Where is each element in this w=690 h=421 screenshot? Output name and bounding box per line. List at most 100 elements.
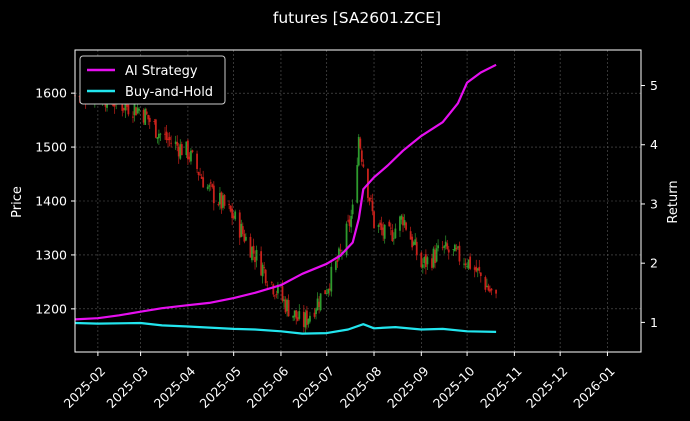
candle-body <box>185 141 188 156</box>
series-lines <box>74 63 497 335</box>
candle-body <box>380 223 383 230</box>
candle-body <box>330 266 333 292</box>
candle-body <box>377 225 380 228</box>
candle-body <box>318 301 320 307</box>
candle-body <box>476 268 479 271</box>
candle-body <box>362 164 365 167</box>
candle-body <box>339 249 342 252</box>
candle-body <box>302 311 305 327</box>
candle-body <box>298 311 301 319</box>
candle-body <box>473 267 476 270</box>
candle-body <box>232 215 235 219</box>
right-y-tick-label: 2 <box>650 256 658 271</box>
candle-body <box>467 259 470 269</box>
left-axis-title: Price <box>10 186 25 218</box>
candle-body <box>295 310 298 319</box>
candle-body <box>325 293 328 294</box>
candle-body <box>122 107 125 111</box>
candle-body <box>469 256 472 269</box>
candle-body <box>196 153 198 169</box>
candle-body <box>392 238 395 240</box>
candle-body <box>457 246 459 248</box>
candle-body <box>293 310 296 317</box>
candle-body <box>327 289 330 294</box>
candle-body <box>159 133 162 135</box>
candle-body <box>409 231 412 240</box>
candle-body <box>158 133 160 139</box>
candle-body <box>357 136 360 166</box>
candle-body <box>421 264 424 268</box>
candle-body <box>264 269 267 284</box>
chart-title: futures [SA2601.ZCE] <box>273 9 441 27</box>
candle-body <box>261 264 264 277</box>
candle-body <box>164 133 166 135</box>
candle-body <box>463 263 465 265</box>
candle-body <box>229 205 232 212</box>
candle-body <box>266 284 269 286</box>
candle-body <box>368 197 371 201</box>
candle-body <box>212 185 215 204</box>
left-y-tick-label: 1400 <box>35 194 67 209</box>
candle-body <box>206 186 209 189</box>
candle-body <box>411 236 414 248</box>
candle-body <box>307 318 310 325</box>
candle-body <box>148 117 151 122</box>
candle-body <box>356 165 359 203</box>
candle-body <box>147 114 150 120</box>
candle-body <box>240 223 243 237</box>
candle-body <box>423 257 426 264</box>
candle-body <box>478 266 481 271</box>
candle-body <box>464 263 467 266</box>
candle-body <box>190 150 192 162</box>
candle-body <box>402 216 404 226</box>
candle-body <box>165 131 168 141</box>
candle-body <box>254 256 256 263</box>
candle-body <box>394 228 397 239</box>
candle-body <box>273 295 276 297</box>
candle-body <box>287 300 290 317</box>
candle-body <box>251 246 253 261</box>
candle-body <box>153 121 156 122</box>
candle-body <box>313 312 316 317</box>
candle-body <box>350 215 353 228</box>
candle-body <box>252 245 255 254</box>
candle-body <box>495 289 497 294</box>
candle-body <box>489 289 491 292</box>
candle-body <box>347 220 349 222</box>
candle-body <box>447 249 450 253</box>
candle-body <box>373 211 375 229</box>
candle-body <box>424 254 427 268</box>
candle-body <box>452 249 455 251</box>
candle-body <box>286 299 288 312</box>
candle-body <box>383 224 386 239</box>
candle-body <box>186 140 189 160</box>
legend-label-buy-and-hold: Buy-and-Hold <box>125 85 213 100</box>
candle-body <box>388 221 391 227</box>
candle-body <box>209 182 212 184</box>
candle-body <box>360 150 363 162</box>
candle-body <box>275 294 278 296</box>
series-line-buy-and-hold <box>74 321 497 335</box>
candle-body <box>228 204 230 206</box>
candle-body <box>432 248 435 268</box>
candle-body <box>399 216 401 231</box>
candle-body <box>324 290 327 295</box>
candle-body <box>133 104 136 116</box>
candle-body <box>217 204 220 206</box>
candle-body <box>420 252 423 268</box>
candle-body <box>135 107 137 116</box>
candle-body <box>179 144 182 159</box>
candle-body <box>277 284 279 294</box>
candle-body <box>197 172 200 175</box>
right-y-tick-label: 4 <box>650 137 658 152</box>
candle-body <box>191 150 194 153</box>
right-y-tick-label: 5 <box>650 78 658 93</box>
candle-body <box>304 312 307 328</box>
candle-body <box>458 245 461 262</box>
candle-body <box>345 223 348 256</box>
candle-body <box>475 266 478 272</box>
candle-body <box>328 288 331 291</box>
right-y-tick-label: 1 <box>650 315 658 330</box>
candle-body <box>249 236 252 258</box>
